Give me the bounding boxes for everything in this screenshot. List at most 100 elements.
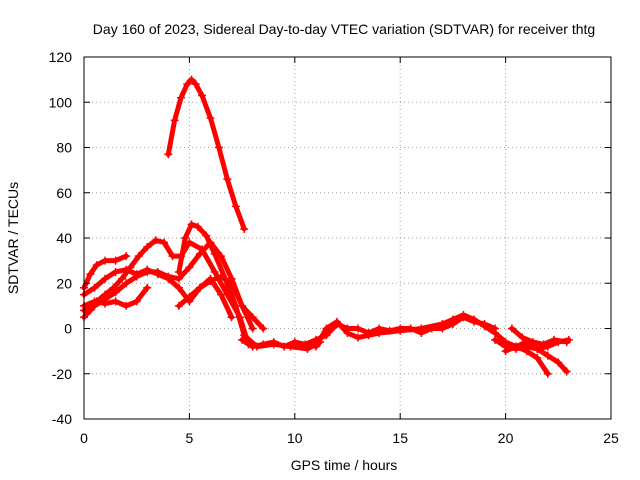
data-point xyxy=(210,267,219,276)
data-point xyxy=(134,252,143,261)
data-point xyxy=(396,326,405,335)
data-point xyxy=(153,270,162,279)
data-point xyxy=(214,143,223,152)
x-tick-label: 10 xyxy=(287,430,303,446)
grid-lines xyxy=(84,57,611,419)
y-tick-label: 20 xyxy=(56,275,72,291)
data-point xyxy=(170,116,179,125)
data-point xyxy=(227,279,236,288)
data-point xyxy=(143,243,152,252)
data-point xyxy=(101,290,110,299)
data-point xyxy=(259,340,268,349)
data-point xyxy=(512,342,521,351)
x-axis-label: GPS time / hours xyxy=(291,457,398,473)
data-point xyxy=(480,322,489,331)
data-point xyxy=(122,279,131,288)
data-point xyxy=(290,338,299,347)
data-point xyxy=(248,342,257,351)
y-tick-label: 60 xyxy=(56,185,72,201)
data-point xyxy=(533,353,542,362)
data-point xyxy=(507,324,516,333)
data-point xyxy=(90,297,99,306)
data-point xyxy=(198,245,207,254)
plot-frame xyxy=(83,56,612,420)
data-point xyxy=(269,338,278,347)
data-point xyxy=(185,263,194,272)
series-line xyxy=(165,77,247,232)
data-point xyxy=(322,324,331,333)
data-point xyxy=(168,252,177,261)
data-point xyxy=(187,75,196,84)
data-point xyxy=(206,276,215,285)
data-point xyxy=(185,292,194,301)
x-tick-label: 5 xyxy=(186,430,194,446)
data-point xyxy=(554,358,563,367)
data-point xyxy=(518,333,527,342)
data-point xyxy=(101,274,110,283)
data-point xyxy=(206,238,215,247)
data-point xyxy=(311,342,320,351)
data-point xyxy=(343,329,352,338)
y-tick-label: 100 xyxy=(49,94,73,110)
data-point xyxy=(550,335,559,344)
data-point xyxy=(491,335,500,344)
data-point xyxy=(529,338,538,347)
data-point xyxy=(132,270,141,279)
series-line xyxy=(81,253,129,291)
data-series xyxy=(80,75,573,378)
data-point xyxy=(259,324,268,333)
data-point xyxy=(183,80,192,89)
series-sat-h xyxy=(174,272,268,333)
series-sat-a xyxy=(164,75,249,233)
data-point xyxy=(193,222,202,231)
data-point xyxy=(354,333,363,342)
series-sat-m xyxy=(507,324,571,349)
data-point xyxy=(132,297,141,306)
y-tick-label: -20 xyxy=(52,366,72,382)
data-point xyxy=(543,351,552,360)
x-axis-ticks: 0 5 10 15 20 25 xyxy=(80,57,619,446)
data-point xyxy=(469,315,478,324)
data-point xyxy=(332,317,341,326)
data-point xyxy=(101,299,110,308)
data-point xyxy=(181,234,190,242)
data-point xyxy=(280,342,289,351)
data-point xyxy=(248,324,257,333)
series-line xyxy=(313,312,551,377)
data-point xyxy=(176,93,185,102)
data-point xyxy=(543,369,552,378)
data-point xyxy=(501,347,510,356)
data-point xyxy=(143,283,152,292)
data-point xyxy=(206,114,215,123)
data-point xyxy=(191,80,200,89)
y-tick-label: 120 xyxy=(49,49,73,65)
data-point xyxy=(235,313,244,322)
x-tick-label: 15 xyxy=(392,430,408,446)
data-point xyxy=(86,270,95,279)
data-point xyxy=(354,324,363,333)
data-point xyxy=(92,261,101,270)
data-point xyxy=(195,283,204,292)
x-tick-label: 0 xyxy=(80,430,88,446)
data-point xyxy=(417,324,426,333)
chart-title: Day 160 of 2023, Sidereal Day-to-day VTE… xyxy=(93,21,595,37)
data-point xyxy=(198,91,207,100)
y-tick-label: 80 xyxy=(56,140,72,156)
data-point xyxy=(202,231,211,240)
y-axis-ticks: -40 -20 0 20 40 60 80 100 120 xyxy=(49,49,611,427)
data-point xyxy=(240,224,249,233)
data-point xyxy=(533,344,542,353)
data-point xyxy=(491,329,500,338)
data-point xyxy=(539,340,548,349)
x-tick-label: 20 xyxy=(498,430,514,446)
data-point xyxy=(111,288,120,297)
series-line xyxy=(509,326,570,347)
data-point xyxy=(111,297,120,306)
y-tick-label: 0 xyxy=(64,321,72,337)
data-point xyxy=(111,267,120,276)
data-point xyxy=(164,274,173,283)
data-point xyxy=(164,150,173,159)
series-sat-b xyxy=(174,220,325,353)
data-point xyxy=(248,313,257,322)
